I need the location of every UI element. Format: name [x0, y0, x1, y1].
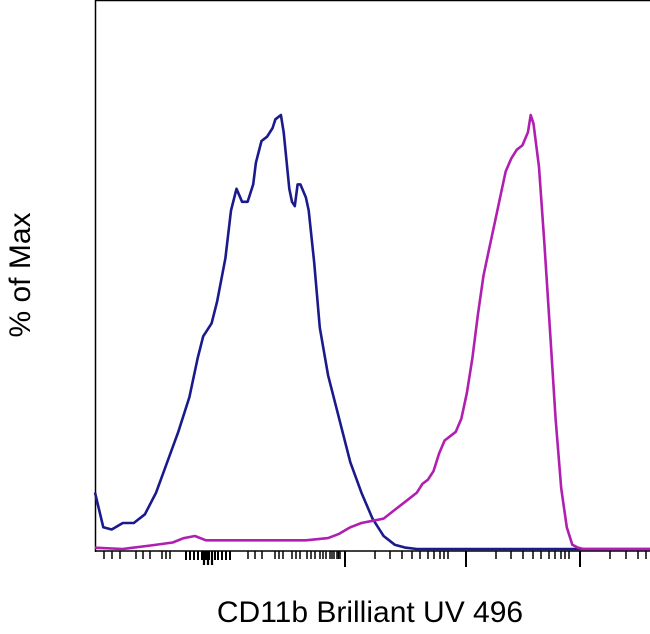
- series-layer: [93, 113, 650, 551]
- histogram-line-1: [93, 113, 650, 551]
- plot-frame: [94, 0, 650, 552]
- x-axis-label: CD11b Brilliant UV 496: [217, 596, 523, 629]
- histogram-line-2: [94, 113, 650, 551]
- y-axis-label: % of Max: [4, 212, 37, 337]
- x-axis-ticks: [103, 551, 647, 567]
